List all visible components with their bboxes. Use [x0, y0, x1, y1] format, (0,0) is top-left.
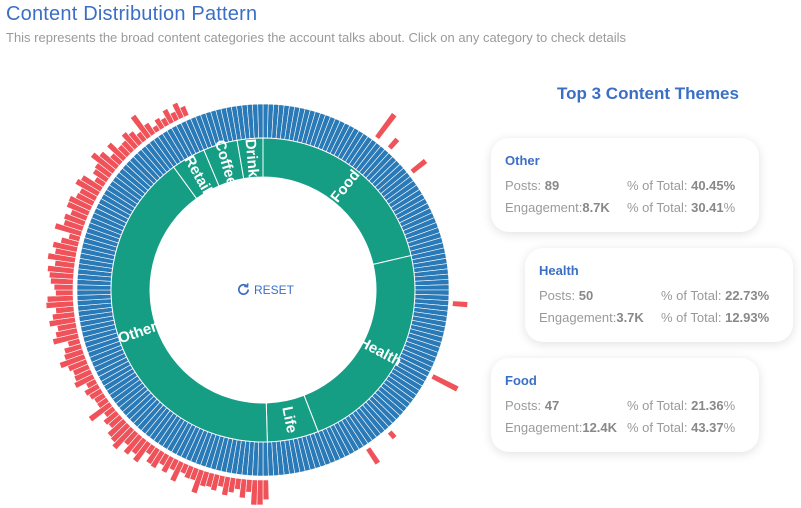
engagement-stat: Engagement:3.7K [539, 309, 644, 325]
reset-button[interactable]: RESET [236, 282, 294, 297]
engagement-bar [55, 289, 74, 297]
posts-stat: Posts: 89 [505, 177, 560, 193]
theme-name: Health [539, 263, 579, 278]
theme-card-other[interactable]: Other Posts: 89 % of Total: 40.45% Engag… [491, 138, 759, 232]
category-label-drink: Drink [242, 138, 262, 178]
engagement-pct-stat: % of Total: 30.41% [627, 199, 736, 215]
category-segment-drink[interactable] [236, 137, 264, 180]
reset-label: RESET [254, 282, 295, 297]
theme-name: Other [505, 153, 540, 168]
themes-title: Top 3 Content Themes [557, 84, 739, 103]
engagement-bar [409, 158, 428, 175]
category-label-life: Life [278, 405, 300, 435]
theme-name: Food [505, 373, 537, 388]
engagement-bar [430, 373, 460, 393]
post-segment[interactable] [414, 284, 450, 291]
post-segment[interactable] [257, 103, 264, 139]
page-subtitle: This represents the broad content catego… [6, 30, 627, 45]
posts-stat: Posts: 50 [539, 287, 594, 303]
category-ring[interactable] [110, 137, 416, 443]
engagement-bar [262, 479, 270, 500]
engagement-bar [387, 429, 398, 441]
post-segment[interactable] [262, 441, 269, 477]
engagement-bar [374, 112, 398, 140]
post-segment[interactable] [76, 289, 112, 296]
engagement-stat: Engagement:8.7K [505, 199, 610, 215]
engagement-bar [365, 446, 381, 466]
posts-pct-stat: % of Total: 21.36% [627, 397, 736, 413]
engagement-pct-stat: % of Total: 43.37% [627, 419, 736, 435]
theme-card-health[interactable]: Health Posts: 50 % of Total: 22.73% Enga… [525, 248, 793, 342]
engagement-bar [256, 479, 264, 506]
engagement-stat: Engagement:12.4K [505, 419, 618, 435]
engagement-ring [45, 101, 469, 506]
theme-card-food[interactable]: Food Posts: 47 % of Total: 21.36% Engage… [491, 358, 759, 452]
posts-stat: Posts: 47 [505, 397, 560, 413]
posts-pct-stat: % of Total: 22.73% [661, 287, 770, 303]
posts-pct-stat: % of Total: 40.45% [627, 177, 736, 193]
engagement-bar [451, 300, 469, 308]
engagement-bar [53, 283, 74, 291]
engagement-bar [179, 105, 190, 118]
category-segment-other[interactable] [110, 166, 268, 443]
engagement-pct-stat: % of Total: 12.93% [661, 309, 770, 325]
refresh-icon [238, 283, 250, 295]
page-title: Content Distribution Pattern [6, 3, 258, 25]
engagement-bar [46, 295, 74, 303]
engagement-bar [387, 136, 401, 151]
